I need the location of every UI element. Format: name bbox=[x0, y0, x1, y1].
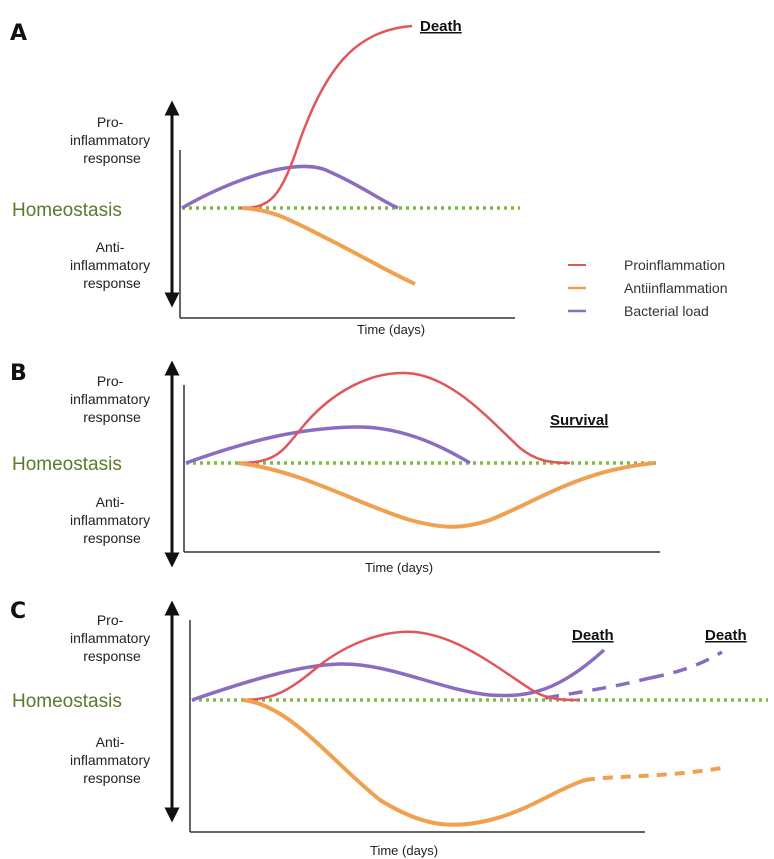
proinflammation-curve bbox=[239, 24, 413, 210]
panel-a-label: A bbox=[10, 21, 27, 46]
legend: Proinflammation Antiinflammation Bacteri… bbox=[568, 257, 728, 319]
outcome-survival: Survival bbox=[550, 412, 608, 429]
anti-response-label: Anti- inflammatory response bbox=[70, 494, 154, 546]
panel-c: C Pro- inflammatory response Homeostasis… bbox=[10, 599, 768, 858]
panel-b: B Pro- inflammatory response Homeostasis… bbox=[10, 360, 660, 575]
pro-response-label: Pro- inflammatory response bbox=[70, 612, 154, 664]
x-axis-label: Time (days) bbox=[370, 843, 438, 858]
proinflammation-curve bbox=[242, 630, 581, 702]
bacterial-load-curve-projected bbox=[544, 676, 651, 700]
panel-c-label: C bbox=[10, 599, 26, 624]
bacterial-load-curve bbox=[185, 425, 471, 465]
legend-bacterial-load: Bacterial load bbox=[624, 303, 709, 319]
anti-response-label: Anti- inflammatory response bbox=[70, 734, 154, 786]
outcome-death: Death bbox=[572, 627, 614, 644]
x-axis-label: Time (days) bbox=[365, 560, 433, 575]
homeostasis-label: Homeostasis bbox=[12, 454, 122, 475]
pro-response-label: Pro- inflammatory response bbox=[70, 373, 154, 425]
bacterial-load-curve bbox=[191, 648, 606, 702]
outcome-death-projected: Death bbox=[705, 627, 747, 644]
proinflammation-curve bbox=[239, 371, 571, 465]
homeostasis-label: Homeostasis bbox=[12, 200, 122, 221]
pro-response-label: Pro- inflammatory response bbox=[70, 114, 154, 166]
antiinflammation-curve bbox=[242, 698, 586, 827]
bacterial-load-curve-projected-end bbox=[649, 650, 723, 680]
panel-b-label: B bbox=[10, 361, 27, 386]
antiinflammation-curve bbox=[237, 461, 656, 529]
outcome-death: Death bbox=[420, 18, 462, 35]
antiinflammation-curve bbox=[241, 206, 416, 286]
homeostasis-label: Homeostasis bbox=[12, 691, 122, 712]
legend-antiinflammation: Antiinflammation bbox=[624, 280, 728, 296]
x-axis-label: Time (days) bbox=[357, 322, 425, 337]
panel-a: A Pro- inflammatory response Homeostasis… bbox=[10, 18, 520, 337]
legend-proinflammation: Proinflammation bbox=[624, 257, 725, 273]
bacterial-load-curve bbox=[181, 164, 399, 210]
anti-response-label: Anti- inflammatory response bbox=[70, 239, 154, 291]
antiinflammation-curve-projected bbox=[584, 766, 723, 782]
